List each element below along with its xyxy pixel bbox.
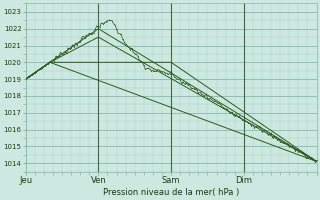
X-axis label: Pression niveau de la mer( hPa ): Pression niveau de la mer( hPa ) <box>103 188 239 197</box>
